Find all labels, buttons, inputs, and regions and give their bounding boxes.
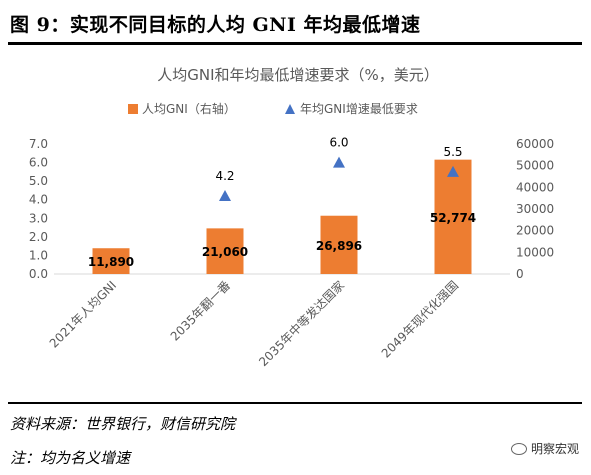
gni-bar (92, 248, 130, 274)
left-axis-tick-label: 1.0 (29, 248, 48, 262)
legend-bar-label: 人均GNI（右轴） (142, 101, 236, 116)
gni-bar-label: 52,774 (430, 211, 476, 225)
data-labels: 11,890 21,060 26,896 52,774 4.2 6.0 5.5 (88, 136, 476, 270)
gni-bar (320, 215, 358, 274)
title-rule (8, 42, 582, 45)
right-axis-tick-label: 10000 (516, 245, 554, 259)
chart-svg: 人均GNI和年均最低增速要求（%，美元） 人均GNI（右轴） 年均GNI增速最低… (29, 66, 554, 370)
footer-rule (8, 402, 582, 404)
left-axis-tick-label: 0.0 (29, 267, 48, 281)
category-label: 2035年翻一番 (168, 278, 233, 343)
markers (219, 156, 459, 201)
gni-bar-label: 21,060 (202, 245, 248, 259)
gni-bar-label: 26,896 (316, 239, 362, 253)
legend-marker-label: 年均GNI增速最低要求 (300, 102, 418, 116)
growth-marker (447, 165, 459, 177)
right-axis-tick-label: 20000 (516, 224, 554, 238)
right-axis-tick-label: 40000 (516, 180, 554, 194)
chart-container: 人均GNI和年均最低增速要求（%，美元） 人均GNI（右轴） 年均GNI增速最低… (8, 47, 581, 396)
category-label: 2021年人均GNI (47, 278, 119, 350)
category-label: 2035年中等发达国家 (256, 278, 348, 370)
growth-marker-label: 5.5 (443, 145, 462, 159)
right-axis-tick-label: 30000 (516, 202, 554, 216)
left-axis-tick-label: 3.0 (29, 211, 48, 225)
left-axis-tick-label: 2.0 (29, 230, 48, 244)
left-axis-tick-label: 5.0 (29, 174, 48, 188)
legend-bar-swatch (128, 104, 138, 114)
growth-marker (219, 190, 231, 201)
chart-title: 人均GNI和年均最低增速要求（%，美元） (157, 66, 439, 84)
figure-title: 图 9：实现不同目标的人均 GNI 年均最低增速 (10, 14, 421, 36)
source-note: 资料来源：世界银行，财信研究院 (10, 415, 236, 433)
left-axis-tick-label: 6.0 (29, 156, 48, 170)
category-label: 2049年现代化强国 (379, 278, 461, 360)
bars (92, 159, 472, 274)
gni-bar (206, 228, 244, 274)
legend: 人均GNI（右轴） 年均GNI增速最低要求 (128, 101, 418, 116)
right-axis-tick-label: 60000 (516, 137, 554, 151)
right-axis-tick-label: 0 (516, 267, 524, 281)
brand-logo-icon (510, 442, 527, 455)
right-axis-tick-label: 50000 (516, 159, 554, 173)
left-axis-tick-label: 4.0 (29, 193, 48, 207)
gni-bar (434, 159, 472, 274)
brand-watermark: 明察宏观 (510, 440, 579, 457)
legend-triangle-swatch (285, 104, 295, 114)
growth-marker-label: 4.2 (215, 169, 234, 183)
brand-name: 明察宏观 (530, 442, 579, 456)
growth-marker-label: 6.0 (329, 136, 348, 150)
left-axis-tick-label: 7.0 (29, 137, 48, 151)
gni-bar-label: 11,890 (88, 255, 134, 269)
growth-note: 注：均为名义增速 (10, 449, 131, 467)
growth-marker (333, 156, 345, 168)
